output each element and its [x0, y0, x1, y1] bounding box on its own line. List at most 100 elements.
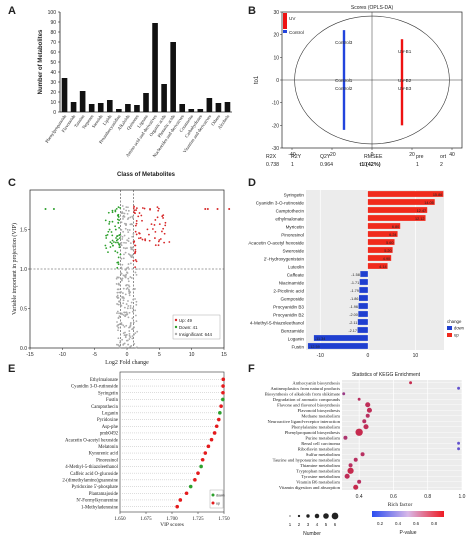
- volcano-point: [127, 206, 129, 209]
- vip-point-18: [184, 491, 189, 496]
- volcano-point-up: [140, 214, 143, 217]
- kegg-point-2: [457, 386, 461, 390]
- volcano-point: [117, 283, 120, 286]
- category-label: Tyrosine metabolism: [301, 474, 340, 479]
- volcano-point: [135, 209, 137, 211]
- y-tick-label: 80: [50, 30, 56, 36]
- volcano-point-down: [108, 223, 111, 225]
- volcano-point-down: [114, 250, 117, 253]
- volcano-point-up: [158, 223, 161, 226]
- volcano-point: [132, 321, 135, 324]
- volcano-point: [126, 228, 129, 231]
- volcano-point: [122, 257, 125, 260]
- category-label: Fustin: [291, 344, 304, 349]
- size-legend-label: 6: [334, 522, 337, 527]
- volcano-point: [135, 314, 137, 317]
- category-label: N'-Formylkynurenine: [76, 499, 118, 504]
- volcano-point: [123, 306, 126, 309]
- category-label: Riboflavin metabolism: [298, 446, 341, 451]
- volcano-point: [132, 233, 135, 235]
- volcano-point: [133, 342, 136, 345]
- panel-letter-a: A: [8, 5, 16, 17]
- category-label: Biosynthesis of alkaloids from shikimate: [265, 391, 340, 396]
- color-legend-label: 0.6: [413, 521, 420, 526]
- y-tick-label: -20: [272, 123, 279, 129]
- volcano-point: [129, 242, 132, 245]
- category-label: 1-Methyladenosine: [81, 505, 118, 510]
- volcano-point: [131, 248, 134, 251]
- volcano-point: [132, 328, 135, 330]
- volcano-point: [118, 315, 121, 318]
- category-label: Sweroside: [283, 248, 305, 253]
- volcano-point: [128, 294, 131, 297]
- volcano-point: [117, 261, 120, 264]
- category-label: Camptothecin: [91, 405, 119, 410]
- volcano-point-down: [109, 246, 112, 248]
- volcano-point-up: [141, 238, 144, 241]
- volcano-point: [122, 324, 125, 327]
- volcano-point: [131, 215, 134, 218]
- vip-point-3: [221, 390, 225, 395]
- volcano-point: [125, 242, 127, 244]
- y-tick-label: 0: [276, 78, 279, 84]
- x-axis-label: Log2 Fold change: [105, 360, 149, 366]
- volcano-point-up: [157, 240, 160, 243]
- x-axis-label: t1 (42%): [359, 162, 380, 168]
- volcano-point: [134, 248, 137, 251]
- kegg-point-5: [365, 402, 371, 408]
- volcano-point: [123, 222, 126, 225]
- panel-e-vip-scores: Ethylmalonate Cyanidin 3-O-rutinosideSyri…: [62, 371, 230, 528]
- category-label: 4-Methyl-5-thiazoleethanol: [65, 465, 118, 470]
- volcano-point: [134, 271, 137, 274]
- volcano-point: [122, 218, 124, 220]
- category-label: Pyridoxine 5'-phosphate: [71, 485, 118, 490]
- volcano-point: [116, 294, 119, 297]
- volcano-point: [126, 212, 129, 215]
- stat-value: 2: [440, 162, 443, 168]
- volcano-point: [127, 280, 130, 283]
- volcano-point: [118, 237, 121, 240]
- volcano-point: [134, 224, 137, 227]
- volcano-point: [117, 296, 120, 299]
- fc-bar-7: [367, 239, 395, 245]
- fc-bar-12: [359, 279, 368, 285]
- volcano-point: [133, 209, 136, 212]
- volcano-point: [129, 262, 132, 265]
- y-tick-label: 30: [50, 80, 56, 86]
- plot-background: [342, 380, 462, 490]
- bar-value-label: -2.00: [349, 313, 358, 317]
- legend-marker: [174, 332, 178, 336]
- volcano-point: [121, 238, 124, 240]
- category-label: 2-(dimethylamino)guanosine: [62, 478, 118, 483]
- volcano-point: [135, 222, 138, 225]
- volcano-point: [131, 335, 134, 338]
- volcano-point: [128, 326, 131, 329]
- volcano-point: [131, 310, 134, 313]
- vip-point-16: [193, 478, 197, 482]
- volcano-point: [124, 268, 127, 271]
- color-legend-label: 0.4: [395, 521, 402, 526]
- chart-title: Statistics of KEGG Enrichment: [352, 372, 421, 378]
- bar-value-label: -1.58: [351, 273, 360, 277]
- volcano-point: [127, 231, 130, 234]
- volcano-point: [121, 263, 124, 266]
- volcano-point: [130, 248, 133, 251]
- category-label: 2-Picolinic acid: [273, 288, 304, 293]
- volcano-point-down: [116, 214, 119, 217]
- kegg-point-13: [457, 447, 461, 451]
- category-label: Melatonin: [98, 445, 118, 450]
- x-tick-label: 15: [221, 352, 227, 358]
- category-label: Phenylpropanoid biosynthesis: [285, 430, 340, 435]
- volcano-point: [120, 312, 123, 315]
- volcano-point: [133, 205, 135, 208]
- volcano-point: [117, 316, 120, 319]
- sample-label: UV-B3: [398, 86, 412, 91]
- x-tick-label: Others: [210, 114, 221, 127]
- volcano-point: [116, 235, 119, 237]
- bar-7: [116, 109, 122, 112]
- bar-16: [197, 109, 204, 112]
- x-tick-label: 1.675: [140, 517, 152, 522]
- volcano-point: [118, 246, 121, 249]
- volcano-point: [128, 311, 131, 314]
- category-label: Vitamin digestion and absorption: [279, 485, 341, 490]
